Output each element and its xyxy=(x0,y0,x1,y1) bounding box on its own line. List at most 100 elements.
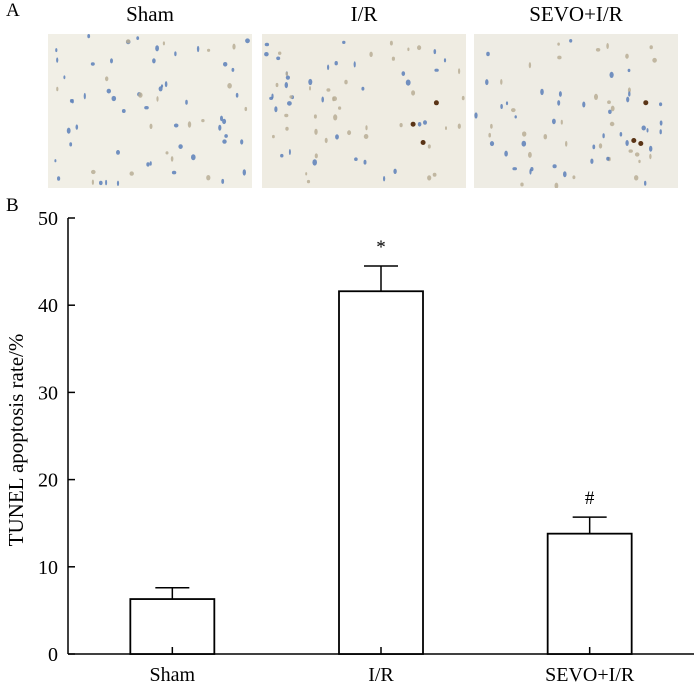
cell-nucleus xyxy=(521,140,527,147)
cell-nucleus xyxy=(634,152,640,157)
cell-nucleus xyxy=(543,134,548,140)
cell-nucleus xyxy=(488,132,491,138)
bar xyxy=(338,290,424,655)
cell-nucleus xyxy=(222,139,227,144)
micrograph-ir xyxy=(262,34,466,188)
cell-nucleus xyxy=(285,75,290,80)
panel-a-letter: A xyxy=(6,0,20,21)
cell-nucleus xyxy=(652,57,657,63)
y-axis-label: TUNEL apoptosis rate/% xyxy=(4,334,28,547)
x-tick-label: SEVO+I/R xyxy=(545,664,635,684)
cell-nucleus xyxy=(369,51,373,57)
cell-nucleus xyxy=(504,150,508,157)
cell-nucleus xyxy=(57,176,61,181)
apoptotic-nucleus xyxy=(410,121,416,127)
cell-nucleus xyxy=(557,55,562,60)
cell-nucleus xyxy=(218,124,222,131)
cell-nucleus xyxy=(363,134,369,139)
cell-nucleus xyxy=(235,92,239,98)
cell-nucleus xyxy=(627,87,631,93)
cell-nucleus xyxy=(187,121,192,128)
cell-nucleus xyxy=(391,56,395,61)
cell-nucleus xyxy=(106,88,111,94)
cell-nucleus xyxy=(285,126,289,131)
cell-nucleus xyxy=(608,109,612,115)
cell-nucleus xyxy=(56,86,59,92)
cell-nucleus xyxy=(173,123,179,128)
cell-nucleus xyxy=(285,71,288,77)
cell-nucleus xyxy=(520,182,524,187)
cell-nucleus xyxy=(569,39,573,43)
cell-nucleus xyxy=(558,91,562,97)
micrograph-sham xyxy=(48,34,252,188)
cell-nucleus xyxy=(625,140,629,146)
cell-nucleus xyxy=(174,51,177,57)
cell-nucleus xyxy=(308,78,313,86)
cell-nucleus xyxy=(196,45,200,53)
cell-nucleus xyxy=(514,115,517,119)
cell-nucleus xyxy=(595,48,601,52)
cell-nucleus xyxy=(641,125,646,131)
cell-nucleus xyxy=(91,169,96,175)
cell-nucleus xyxy=(75,124,79,130)
cell-nucleus xyxy=(512,167,517,171)
cell-nucleus xyxy=(314,153,318,159)
cell-nucleus xyxy=(347,130,352,136)
cell-nucleus xyxy=(327,64,330,71)
y-tick-label: 20 xyxy=(38,470,58,492)
cell-nucleus xyxy=(552,164,557,169)
micrograph-label-sevo-ir: SEVO+I/R xyxy=(529,2,623,26)
cell-nucleus xyxy=(565,140,568,147)
cell-nucleus xyxy=(224,134,228,138)
cell-nucleus xyxy=(332,96,337,102)
apoptotic-nucleus xyxy=(631,138,637,143)
cell-nucleus xyxy=(505,101,509,106)
cell-nucleus xyxy=(333,114,338,121)
cell-nucleus xyxy=(646,128,649,133)
cell-nucleus xyxy=(326,88,331,92)
cell-nucleus xyxy=(489,141,495,147)
cell-nucleus xyxy=(66,127,71,134)
y-tick-label: 40 xyxy=(38,295,58,317)
x-tick-label: I/R xyxy=(368,664,394,684)
cell-nucleus xyxy=(191,154,196,161)
y-tick-label: 0 xyxy=(48,644,58,666)
cell-nucleus xyxy=(443,58,447,63)
cell-nucleus xyxy=(55,48,58,53)
micrograph-label-ir: I/R xyxy=(350,2,378,26)
cell-nucleus xyxy=(634,175,639,181)
cell-nucleus xyxy=(354,157,358,161)
cell-nucleus xyxy=(105,76,109,82)
cell-nucleus xyxy=(306,179,311,184)
micrograph-background xyxy=(474,34,678,188)
cell-nucleus xyxy=(405,79,411,86)
significance-marker: # xyxy=(585,488,595,509)
cell-nucleus xyxy=(305,172,308,176)
cell-nucleus xyxy=(474,112,478,119)
cell-nucleus xyxy=(500,104,503,109)
cell-nucleus xyxy=(649,145,653,152)
cell-nucleus xyxy=(287,101,292,106)
cell-nucleus xyxy=(162,41,165,46)
cell-nucleus xyxy=(592,144,596,150)
cell-nucleus xyxy=(309,86,311,91)
cell-nucleus xyxy=(434,68,439,72)
cell-nucleus xyxy=(649,45,653,50)
cell-nucleus xyxy=(393,168,397,174)
apoptotic-nucleus xyxy=(433,100,439,106)
apoptotic-nucleus xyxy=(643,100,649,106)
cell-nucleus xyxy=(554,182,559,188)
cell-nucleus xyxy=(363,159,367,165)
cell-nucleus xyxy=(411,90,416,96)
cell-nucleus xyxy=(399,123,403,128)
cell-nucleus xyxy=(338,106,342,110)
cell-nucleus xyxy=(90,62,95,66)
cell-nucleus xyxy=(625,53,629,59)
cell-nucleus xyxy=(242,169,246,176)
cell-nucleus xyxy=(628,91,631,97)
cell-nucleus xyxy=(457,123,461,129)
cell-nucleus xyxy=(344,79,348,85)
cell-nucleus xyxy=(540,88,544,96)
cell-nucleus xyxy=(334,61,338,66)
